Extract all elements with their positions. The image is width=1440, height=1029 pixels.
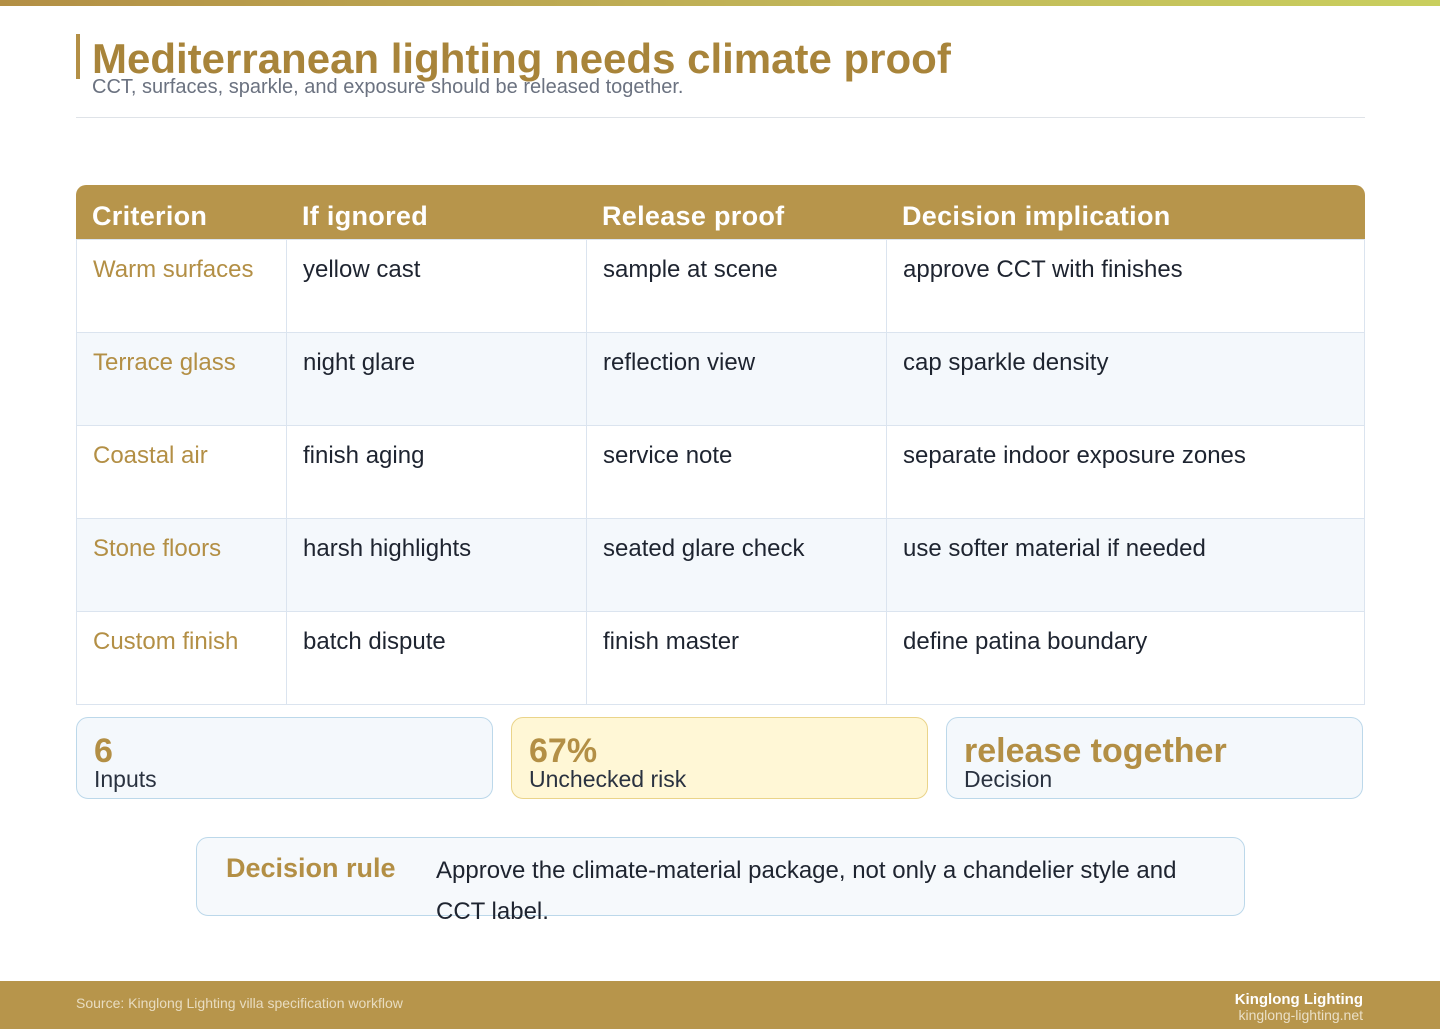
kpi-card-inputs: 6 Inputs (76, 717, 493, 799)
table-row: Stone floors harsh highlights seated gla… (76, 519, 1365, 612)
if-ignored-cell: batch dispute (286, 612, 586, 704)
column-header-decision-implication: Decision implication (902, 201, 1171, 231)
table-header: Criterion If ignored Release proof Decis… (76, 185, 1365, 239)
criterion-cell: Coastal air (76, 426, 286, 518)
criterion-cell: Terrace glass (76, 333, 286, 425)
release-proof-cell: seated glare check (586, 519, 886, 611)
decision-rule-label: Decision rule (226, 853, 396, 883)
decision-rule-box (196, 837, 1245, 916)
if-ignored-cell: yellow cast (286, 240, 586, 332)
implication-cell: separate indoor exposure zones (886, 426, 1365, 518)
column-header-release-proof: Release proof (602, 201, 785, 231)
page-title: Mediterranean lighting needs climate pro… (92, 35, 951, 82)
table-row: Coastal air finish aging service note se… (76, 426, 1365, 519)
kpi-value: 6 (94, 732, 113, 770)
release-proof-cell: sample at scene (586, 240, 886, 332)
implication-cell: use softer material if needed (886, 519, 1365, 611)
header-divider (76, 117, 1365, 118)
criterion-cell: Warm surfaces (76, 240, 286, 332)
page-subtitle: CCT, surfaces, sparkle, and exposure sho… (92, 76, 684, 98)
kpi-value: release together (964, 732, 1227, 770)
kpi-card-decision: release together Decision (946, 717, 1363, 799)
kpi-label: Decision (964, 766, 1053, 792)
if-ignored-cell: finish aging (286, 426, 586, 518)
implication-cell: cap sparkle density (886, 333, 1365, 425)
criterion-cell: Custom finish (76, 612, 286, 704)
kpi-label: Inputs (94, 766, 157, 792)
column-header-if-ignored: If ignored (302, 201, 428, 231)
implication-cell: define patina boundary (886, 612, 1365, 704)
kpi-card-unchecked-risk: 67% Unchecked risk (511, 717, 928, 799)
release-proof-cell: service note (586, 426, 886, 518)
table-row: Warm surfaces yellow cast sample at scen… (76, 239, 1365, 333)
top-accent-bar (0, 0, 1440, 6)
table-row: Terrace glass night glare reflection vie… (76, 333, 1365, 426)
footer-brand: Kinglong Lighting (1234, 991, 1363, 1008)
if-ignored-cell: night glare (286, 333, 586, 425)
if-ignored-cell: harsh highlights (286, 519, 586, 611)
title-accent-mark (76, 34, 80, 79)
kpi-label: Unchecked risk (529, 766, 687, 792)
table-row: Custom finish batch dispute finish maste… (76, 612, 1365, 705)
criteria-table: Criterion If ignored Release proof Decis… (76, 185, 1365, 705)
release-proof-cell: reflection view (586, 333, 886, 425)
footer-source: Source: Kinglong Lighting villa specific… (76, 995, 403, 1011)
implication-cell: approve CCT with finishes (886, 240, 1365, 332)
criterion-cell: Stone floors (76, 519, 286, 611)
footer: Source: Kinglong Lighting villa specific… (0, 981, 1440, 1029)
release-proof-cell: finish master (586, 612, 886, 704)
footer-url: kinglong-lighting.net (1238, 1007, 1363, 1023)
kpi-value: 67% (529, 732, 598, 770)
decision-rule-text: Approve the climate-material package, no… (436, 857, 1177, 925)
column-header-criterion: Criterion (92, 201, 208, 231)
